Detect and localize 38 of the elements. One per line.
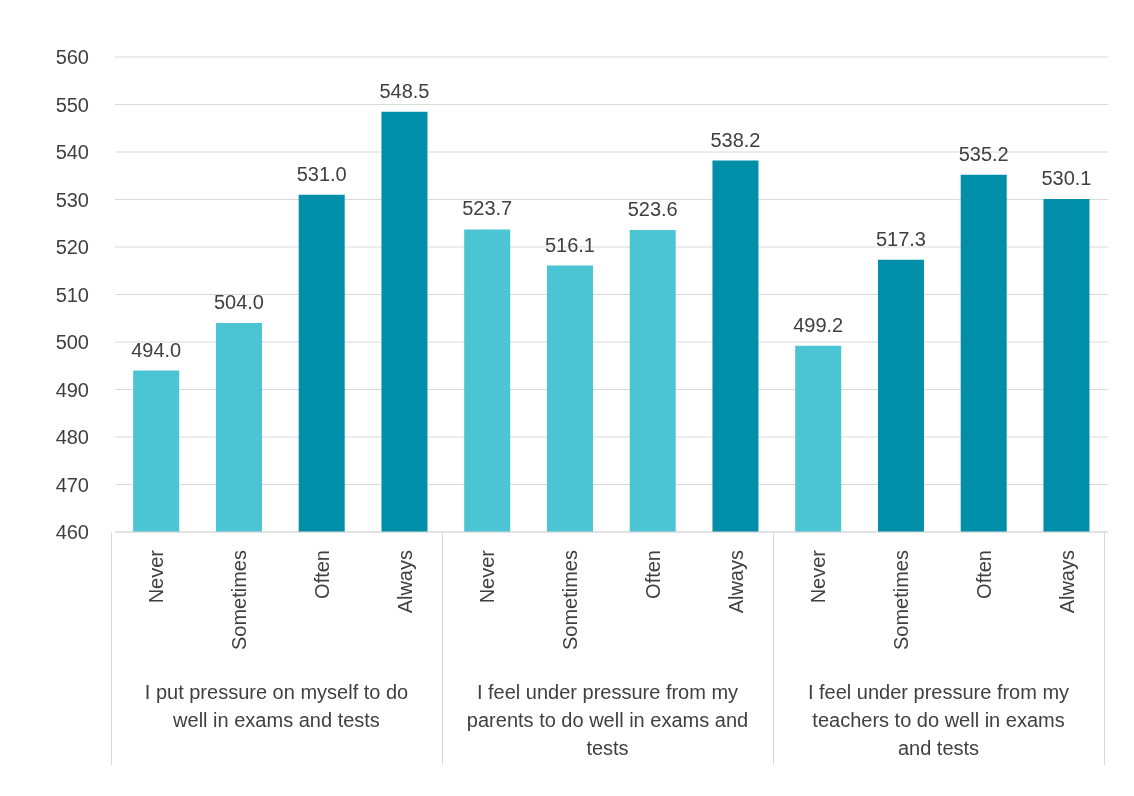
y-tick-label: 510	[55, 283, 89, 306]
y-tick-label: 500	[55, 331, 89, 354]
text: I put pressure on myself to do well in exams and tests	[143, 680, 410, 733]
x-tick-label: Often	[972, 550, 995, 599]
data-label: 523.7	[462, 197, 513, 220]
data-label: 494.0	[131, 338, 182, 361]
x-tick-label: Always	[1055, 550, 1078, 614]
data-label: 516.1	[544, 233, 595, 256]
data-label: 535.2	[958, 142, 1009, 165]
y-tick-label: 460	[55, 521, 89, 544]
data-label: 531.0	[296, 162, 347, 185]
text: I feel under pressure from my parents to do well in exams and tests	[465, 680, 750, 761]
data-label: 548.5	[379, 79, 430, 102]
x-tick-label: Often	[310, 550, 333, 599]
x-tick-label: Never	[145, 549, 168, 604]
y-tick-label: 540	[55, 141, 89, 164]
x-tick-label: Never	[476, 549, 499, 604]
x-tick-label: Sometimes	[890, 550, 913, 651]
x-tick-label: Sometimes	[559, 550, 582, 651]
x-tick-label: Always	[393, 550, 416, 614]
y-tick-label: 480	[55, 426, 89, 449]
x-tick-label: Sometimes	[228, 550, 251, 651]
x-tick-label: Never	[807, 549, 830, 604]
y-tick-label: 520	[55, 236, 89, 259]
data-label: 517.3	[875, 227, 926, 250]
data-label: 499.2	[793, 313, 844, 336]
x-tick-label: Often	[641, 550, 664, 599]
data-label: 530.1	[1041, 167, 1092, 190]
y-tick-label: 560	[55, 46, 89, 69]
data-label: 538.2	[710, 128, 761, 151]
text: I feel under pressure from my teachers to do well in exams and tests	[806, 680, 1071, 761]
y-tick-label: 470	[55, 473, 89, 496]
x-tick-label: Always	[724, 550, 747, 614]
data-label: 504.0	[213, 291, 264, 313]
y-tick-label: 550	[55, 93, 89, 116]
y-tick-label: 490	[55, 378, 89, 401]
data-label: 523.6	[627, 197, 678, 220]
y-tick-label: 530	[55, 188, 89, 211]
